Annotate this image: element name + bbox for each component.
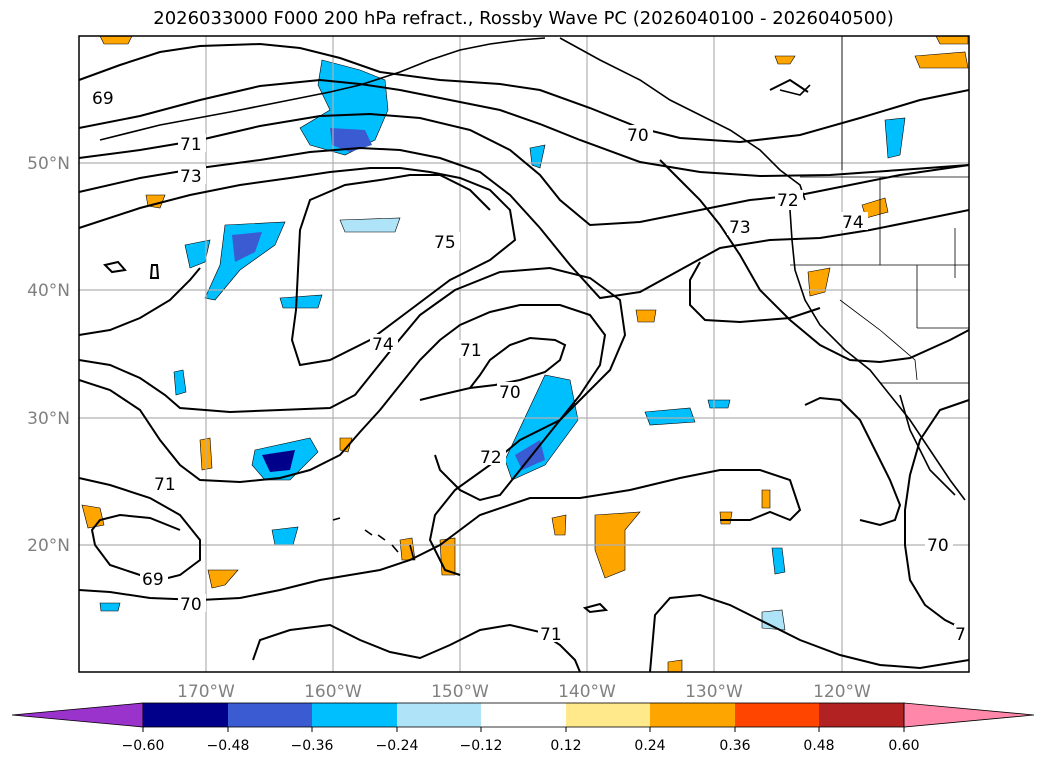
colorbar-tick-label: −0.36 [291, 738, 334, 754]
colorbar-segment [143, 703, 228, 727]
contour-label: 69 [142, 570, 164, 590]
lon-tick-label: 130°W [685, 682, 743, 702]
lon-tick-label: 140°W [558, 682, 616, 702]
lon-tick-label: 160°W [304, 682, 362, 702]
contour-label-group: 69 71 73 70 72 74 75 73 74 71 70 72 71 6… [90, 88, 968, 645]
negative-anomaly-patch [707, 399, 731, 409]
contour-label: 72 [480, 448, 502, 468]
colorbar-segment [566, 703, 650, 727]
contour-label: 72 [777, 191, 799, 211]
lat-tick-label: 40°N [27, 281, 70, 301]
colorbar-tick-label: 0.24 [634, 738, 665, 754]
contour-label: 74 [372, 335, 394, 355]
positive-anomaly-patch [719, 511, 733, 525]
negative-anomaly-patch [761, 609, 786, 631]
negative-anomaly-patch [262, 450, 295, 472]
colorbar-segment [228, 703, 312, 727]
contour-label: 71 [154, 475, 176, 495]
map-title: 2026033000 F000 200 hPa refract., Rossby… [153, 8, 894, 29]
contour-label: 70 [927, 536, 949, 556]
colorbar-segment [735, 703, 819, 727]
negative-anomaly-patch [339, 217, 401, 233]
map-frame [78, 35, 970, 673]
positive-anomaly-patch [99, 35, 133, 45]
negative-anomaly-patch [232, 232, 262, 262]
positive-anomaly-patch [635, 309, 657, 323]
positive-anomaly-patch [339, 437, 353, 453]
colorbar-segment [650, 703, 735, 727]
negative-anomaly-patch [644, 407, 696, 426]
lon-tick-label: 150°W [431, 682, 489, 702]
contour-label: 70 [180, 595, 202, 615]
refractivity-contours [78, 42, 970, 673]
colorbar-segment [819, 703, 904, 727]
colorbar-tick-label: 0.60 [888, 738, 919, 754]
negative-anomaly-patch [173, 369, 187, 396]
positive-anomaly-patch [399, 537, 416, 561]
negative-anomaly-patch [184, 239, 211, 269]
colorbar-tick-label: −0.48 [207, 738, 250, 754]
negative-anomaly-patch [884, 117, 906, 159]
contour-label: 7 [955, 625, 966, 645]
negative-anomaly-patch [529, 144, 546, 169]
positive-anomaly-patch [774, 55, 796, 65]
positive-anomaly-patch [207, 569, 239, 589]
colorbar: −0.60 −0.48 −0.36 −0.24 −0.12 0.12 0.24 … [11, 702, 1035, 754]
negative-anomaly-patch [204, 221, 286, 301]
colorbar-segment [312, 703, 397, 727]
positive-anomaly-patch [761, 489, 771, 509]
colorbar-tick-label: −0.24 [376, 738, 419, 754]
positive-anomaly-patch [807, 267, 831, 297]
positive-anomaly-patch [551, 514, 567, 536]
contour-label: 73 [180, 167, 202, 187]
political-borders [790, 36, 969, 384]
colorbar-segment [397, 703, 481, 727]
positive-anomaly-patch [935, 35, 969, 45]
contour-label: 70 [627, 126, 649, 146]
negative-anomaly-patch [771, 547, 786, 575]
contour-label: 73 [729, 218, 751, 238]
contour-label: 71 [460, 341, 482, 361]
positive-anomaly-patch [667, 659, 683, 673]
lat-tick-label: 50°N [27, 154, 70, 174]
colorbar-tick-label: 0.48 [803, 738, 834, 754]
contour-label: 71 [180, 135, 202, 155]
colorbar-extend-right [903, 702, 1035, 728]
negative-anomaly-patch [279, 294, 323, 309]
positive-anomaly-patch [914, 51, 969, 69]
longitude-tick-labels: 170°W 160°W 150°W 140°W 130°W 120°W [177, 682, 871, 702]
colorbar-tick-label: −0.60 [122, 738, 165, 754]
lat-tick-label: 20°N [27, 536, 70, 556]
lat-tick-label: 30°N [27, 409, 70, 429]
map-background [79, 36, 969, 672]
contour-label: 70 [499, 383, 521, 403]
colorbar-tick-label: 0.12 [550, 738, 581, 754]
contour-label: 71 [540, 625, 562, 645]
lon-tick-label: 170°W [177, 682, 235, 702]
colorbar-extend-left [11, 702, 144, 728]
colorbar-segment [481, 703, 566, 727]
negative-anomaly-patch [330, 128, 372, 152]
lon-tick-label: 120°W [813, 682, 871, 702]
contour-label: 74 [842, 213, 864, 233]
contour-label: 69 [92, 89, 114, 109]
negative-anomaly-patch [99, 602, 121, 612]
latitude-tick-labels: 50°N 40°N 30°N 20°N [27, 154, 70, 556]
colorbar-tick-label: −0.12 [460, 738, 503, 754]
colorbar-tick-label: 0.36 [719, 738, 750, 754]
contour-label: 75 [434, 233, 456, 253]
